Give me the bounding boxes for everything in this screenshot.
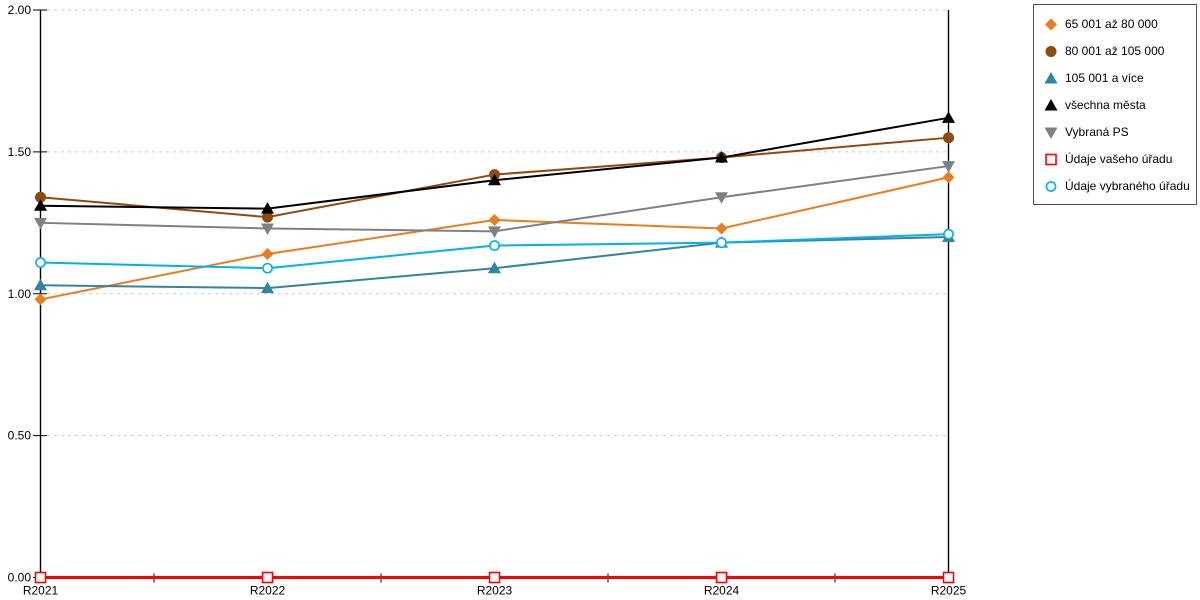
y-tick-label: 0.50: [8, 429, 32, 443]
open-square-marker: [715, 571, 728, 584]
x-tick-label: R2023: [477, 584, 513, 598]
triangle-down-marker: [261, 223, 274, 235]
triangle-up-marker: [34, 199, 47, 211]
open-circle-marker: [943, 228, 954, 240]
legend-item: 80 001 až 105 000: [1043, 43, 1194, 59]
triangle-up-marker: [488, 261, 501, 274]
triangle-up-marker: [942, 111, 955, 123]
legend-label: 80 001 až 105 000: [1065, 43, 1165, 58]
diamond-marker: [715, 222, 728, 235]
series-line: [40, 116, 949, 210]
legend-label: Údaje vybraného úřadu: [1065, 178, 1190, 193]
legend-item: Údaje vašeho úřadu: [1043, 151, 1194, 167]
circle-marker: [943, 132, 954, 144]
triangle-up-marker: [261, 202, 274, 214]
x-tick-label: R2021: [23, 584, 59, 598]
open-circle-marker: [716, 237, 727, 249]
circle-marker: [262, 211, 273, 223]
diamond-marker: [34, 293, 47, 306]
legend-item: všechna města: [1043, 97, 1194, 113]
triangle-up-marker: [488, 173, 501, 186]
legend-label: Údaje vašeho úřadu: [1065, 151, 1173, 166]
open-square-legend-icon: [1043, 151, 1059, 167]
open-square-marker: [942, 571, 955, 584]
open-square-marker: [34, 571, 47, 584]
triangle-up-legend-icon: [1043, 70, 1059, 86]
circle-legend-icon: [1043, 43, 1059, 59]
diamond-marker: [488, 213, 501, 226]
legend-label: 65 001 až 80 000: [1065, 16, 1158, 31]
open-circle-marker: [1045, 180, 1057, 192]
circle-marker: [35, 191, 46, 203]
x-tick-label: R2022: [250, 584, 286, 598]
legend-label: Vybraná PS: [1065, 124, 1129, 139]
diamond-marker: [261, 248, 274, 261]
open-square-marker: [488, 571, 501, 584]
y-tick-label: 1.00: [8, 287, 32, 301]
legend: 65 001 až 80 000 80 001 až 105 000 105 0…: [1033, 4, 1197, 205]
triangle-down-legend-icon: [1043, 124, 1059, 140]
open-circle-legend-icon: [1043, 178, 1059, 194]
triangle-up-marker: [715, 151, 728, 163]
circle-marker: [1045, 45, 1057, 57]
legend-label: všechna města: [1065, 97, 1146, 112]
legend-item: Vybraná PS: [1043, 124, 1194, 140]
triangle-down-marker: [942, 161, 955, 173]
triangle-down-marker: [34, 217, 47, 230]
legend-item: 105 001 a více: [1043, 70, 1194, 86]
y-tick-label: 0.00: [8, 571, 32, 585]
open-square-marker: [1045, 153, 1057, 165]
triangle-up-legend-icon: [1043, 97, 1059, 113]
triangle-up-marker: [1044, 71, 1058, 83]
open-square-marker: [261, 571, 274, 584]
open-circle-marker: [35, 257, 46, 268]
open-circle-marker: [489, 240, 500, 251]
triangle-down-marker: [1044, 127, 1058, 139]
triangle-down-marker: [488, 226, 501, 238]
x-tick-label: R2024: [704, 584, 740, 598]
triangle-up-marker: [34, 278, 47, 291]
triangle-up-marker: [261, 281, 274, 294]
legend-item: 65 001 až 80 000: [1043, 16, 1194, 32]
y-tick-label: 1.50: [8, 145, 32, 159]
triangle-up-marker: [1044, 98, 1058, 110]
open-circle-marker: [262, 262, 273, 274]
diamond-legend-icon: [1043, 16, 1059, 32]
y-tick-label: 2.00: [8, 3, 32, 17]
legend-label: 105 001 a více: [1065, 70, 1144, 85]
diamond-marker: [942, 171, 955, 184]
legend-item: Údaje vybraného úřadu: [1043, 178, 1194, 194]
x-tick-label: R2025: [931, 584, 967, 598]
diamond-marker: [1045, 18, 1057, 30]
triangle-down-marker: [715, 192, 728, 204]
